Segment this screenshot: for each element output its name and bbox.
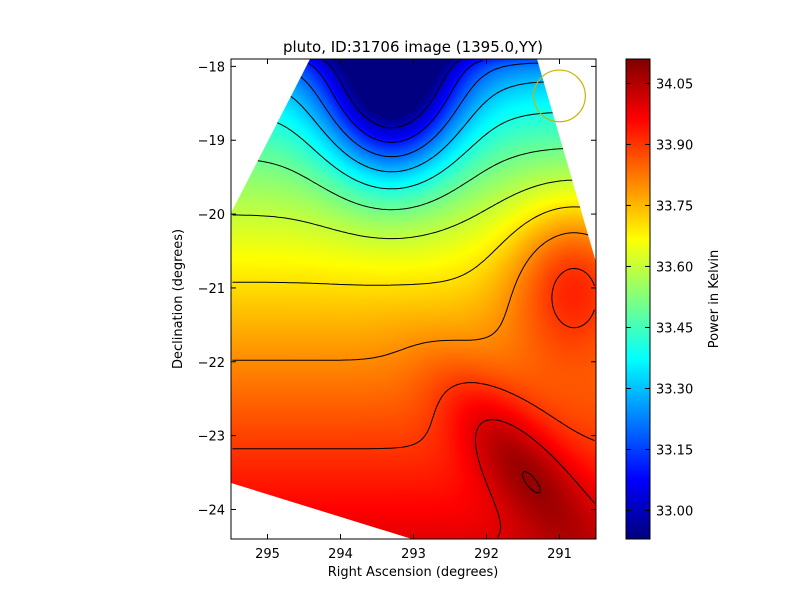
colorbar-tick-label: 34.05 [656, 77, 693, 92]
colorbar-ticks: 33.00 33.15 33.30 33.45 33.60 33.75 33.90 34.05 [626, 77, 693, 520]
x-tick-label: 294 [328, 547, 353, 562]
y-tick-label: −18 [198, 60, 225, 75]
colorbar-tick-label: 33.75 [656, 199, 693, 214]
y-tick-label: −21 [198, 282, 225, 297]
colorbar-tick-label: 33.30 [656, 382, 693, 397]
colorbar: 33.00 33.15 33.30 33.45 33.60 33.75 33.90 34.05… [625, 58, 722, 540]
y-tick-label: −23 [198, 430, 225, 445]
colorbar-tick-label: 33.15 [656, 444, 693, 459]
y-tick-label: −19 [198, 134, 225, 149]
y-axis-ticks: −18 −19 −20 −21 −22 −23 −24 [198, 60, 596, 518]
contour-line [232, 268, 595, 450]
plot-area [230, 58, 597, 540]
colorbar-gradient [625, 58, 651, 540]
colorbar-tick-label: 33.60 [656, 260, 693, 275]
contour-line [323, 60, 461, 129]
y-axis-label: Declination (degrees) [171, 229, 186, 369]
chart-title: pluto, ID:31706 image (1395.0,YY) [283, 38, 543, 56]
contour-line [232, 232, 595, 361]
x-tick-label: 295 [255, 547, 280, 562]
colorbar-tick-label: 33.00 [656, 505, 693, 520]
heatmap-field [231, 59, 596, 539]
contour-line [475, 419, 595, 538]
x-tick-label: 291 [547, 547, 572, 562]
x-tick-label: 292 [474, 547, 499, 562]
beam-circle [533, 69, 586, 123]
contour-line [521, 470, 541, 494]
x-tick-label: 293 [401, 547, 426, 562]
y-tick-label: −22 [198, 356, 225, 371]
y-tick-label: −24 [198, 503, 225, 518]
colorbar-tick-label: 33.45 [656, 321, 693, 336]
x-axis-ticks: 295 294 293 292 291 [255, 59, 572, 562]
y-tick-label: −20 [198, 208, 225, 223]
colorbar-tick-label: 33.90 [656, 138, 693, 153]
colorbar-label: Power in Kelvin [707, 250, 722, 348]
x-axis-label: Right Ascension (degrees) [328, 565, 499, 580]
